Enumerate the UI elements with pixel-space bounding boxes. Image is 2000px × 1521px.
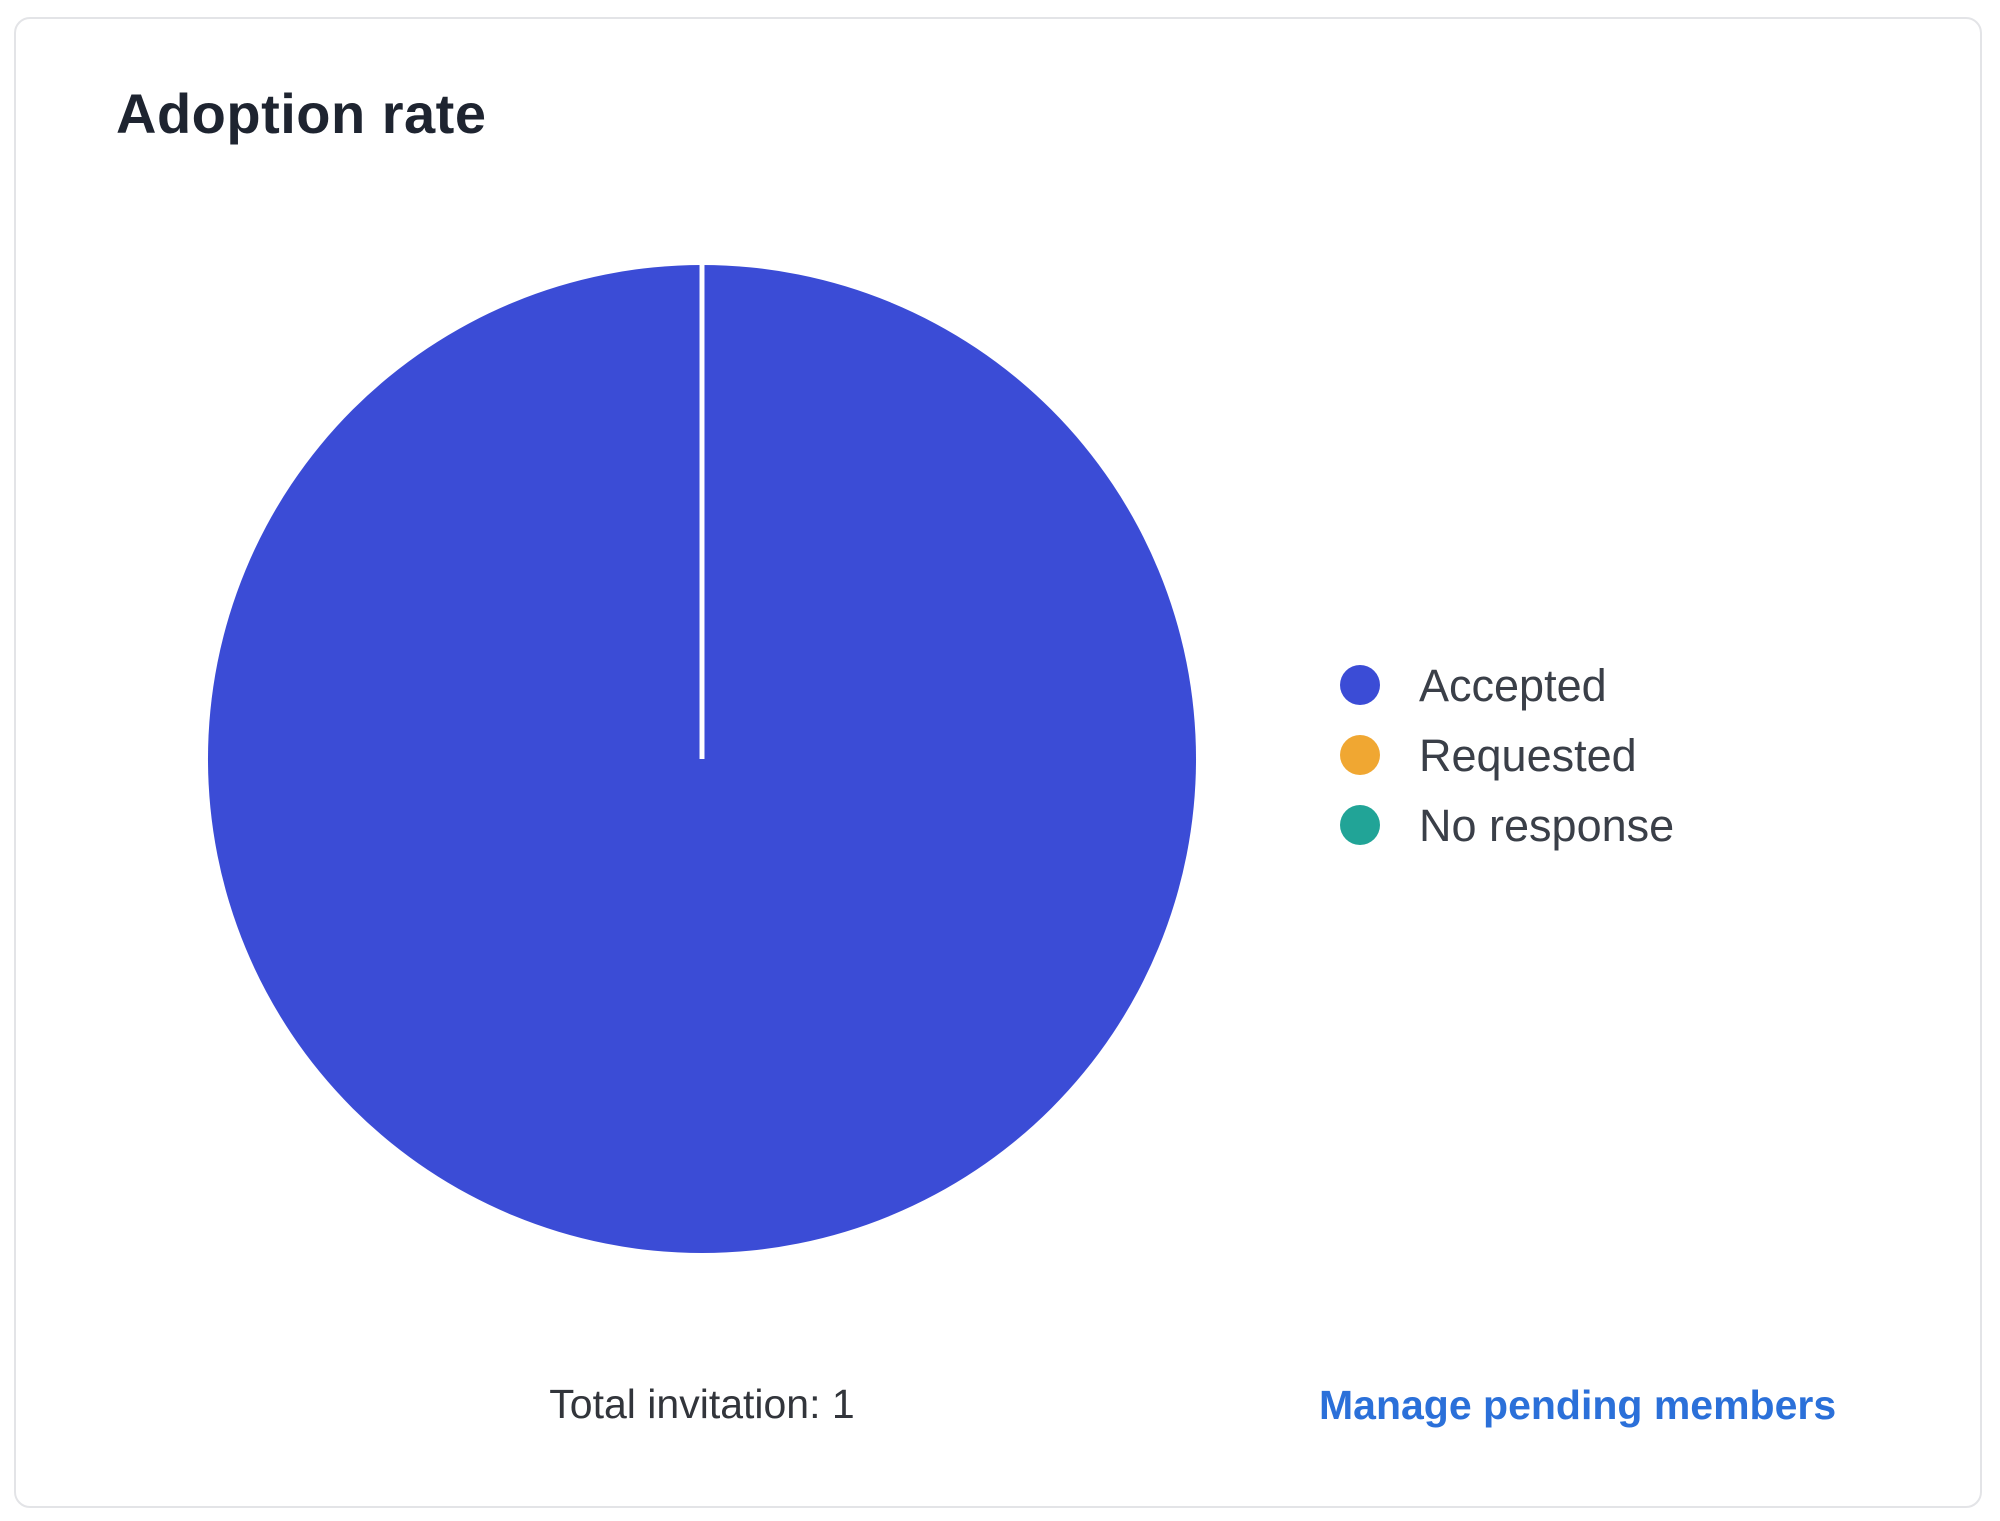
pie-chart-svg <box>207 264 1197 1254</box>
card-title: Adoption rate <box>116 82 487 145</box>
legend-dot-requested-icon <box>1340 735 1380 775</box>
legend-label-no-response: No response <box>1419 799 1675 851</box>
manage-pending-members-link[interactable]: Manage pending members <box>1319 1382 1837 1428</box>
legend-label-accepted: Accepted <box>1419 659 1607 711</box>
legend-item-requested[interactable]: Requested <box>1340 720 1674 790</box>
legend-item-no-response[interactable]: No response <box>1340 790 1674 860</box>
adoption-rate-card: Adoption rate Accepted Requested No resp… <box>14 17 1982 1508</box>
legend-item-accepted[interactable]: Accepted <box>1340 650 1674 720</box>
chart-legend: Accepted Requested No response <box>1340 650 1674 860</box>
legend-label-requested: Requested <box>1419 729 1637 781</box>
pie-chart <box>205 262 1199 1256</box>
legend-dot-no-response-icon <box>1340 805 1380 845</box>
total-invitation-text: Total invitation: 1 <box>549 1381 855 1427</box>
legend-dot-accepted-icon <box>1340 665 1380 705</box>
